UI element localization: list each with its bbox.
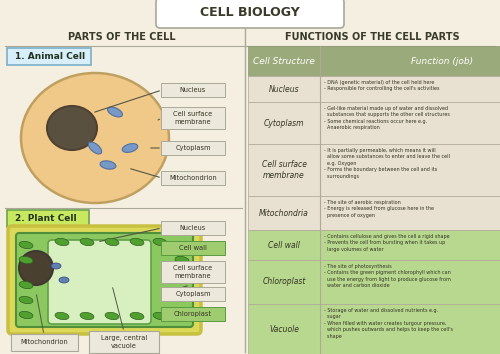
Text: - Storage of water and dissolved nutrients e.g.
  sugar
- When filled with water: - Storage of water and dissolved nutrien… bbox=[324, 308, 453, 338]
Ellipse shape bbox=[55, 238, 69, 246]
Ellipse shape bbox=[19, 312, 33, 319]
FancyBboxPatch shape bbox=[320, 46, 500, 76]
Ellipse shape bbox=[122, 144, 138, 152]
Ellipse shape bbox=[100, 161, 116, 169]
FancyBboxPatch shape bbox=[16, 233, 193, 327]
FancyBboxPatch shape bbox=[156, 0, 344, 28]
FancyBboxPatch shape bbox=[8, 226, 201, 334]
Ellipse shape bbox=[175, 256, 189, 264]
FancyBboxPatch shape bbox=[161, 171, 225, 185]
FancyBboxPatch shape bbox=[161, 261, 225, 283]
Ellipse shape bbox=[80, 312, 94, 320]
Text: - The site of aerobic respiration
- Energy is released from glucose here in the
: - The site of aerobic respiration - Ener… bbox=[324, 200, 434, 218]
FancyBboxPatch shape bbox=[320, 196, 500, 230]
FancyBboxPatch shape bbox=[320, 144, 500, 196]
Text: Cell surface
membrane: Cell surface membrane bbox=[174, 111, 212, 125]
Text: Mitochondria: Mitochondria bbox=[259, 209, 309, 217]
Ellipse shape bbox=[130, 238, 144, 246]
Text: Vacuole: Vacuole bbox=[269, 325, 299, 335]
FancyBboxPatch shape bbox=[48, 240, 151, 324]
FancyBboxPatch shape bbox=[320, 76, 500, 102]
Text: - Gel-like material made up of water and dissolved
  substances that supports th: - Gel-like material made up of water and… bbox=[324, 106, 450, 130]
Ellipse shape bbox=[153, 238, 167, 246]
Text: CELL BIOLOGY: CELL BIOLOGY bbox=[200, 6, 300, 19]
FancyBboxPatch shape bbox=[248, 304, 320, 354]
Text: Function (job): Function (job) bbox=[412, 57, 474, 65]
Ellipse shape bbox=[21, 73, 169, 203]
Ellipse shape bbox=[19, 296, 33, 304]
Text: Cell surface
membrane: Cell surface membrane bbox=[174, 265, 212, 279]
Ellipse shape bbox=[19, 281, 33, 289]
Ellipse shape bbox=[175, 276, 189, 284]
FancyBboxPatch shape bbox=[248, 196, 320, 230]
FancyBboxPatch shape bbox=[248, 144, 320, 196]
Text: Cell Structure: Cell Structure bbox=[253, 57, 315, 65]
Text: Cytoplasm: Cytoplasm bbox=[176, 291, 211, 297]
Ellipse shape bbox=[105, 312, 119, 320]
Text: Nucleus: Nucleus bbox=[180, 225, 206, 231]
Text: 1. Animal Cell: 1. Animal Cell bbox=[15, 52, 85, 61]
FancyBboxPatch shape bbox=[248, 46, 320, 76]
Ellipse shape bbox=[108, 107, 122, 117]
Ellipse shape bbox=[88, 142, 102, 154]
Ellipse shape bbox=[80, 238, 94, 246]
FancyBboxPatch shape bbox=[161, 307, 225, 321]
Text: Large, central
vacuole: Large, central vacuole bbox=[101, 335, 147, 349]
FancyBboxPatch shape bbox=[320, 304, 500, 354]
Text: Nucleus: Nucleus bbox=[268, 85, 300, 93]
Ellipse shape bbox=[105, 238, 119, 246]
Ellipse shape bbox=[175, 241, 189, 249]
Ellipse shape bbox=[175, 294, 189, 302]
Text: PARTS OF THE CELL: PARTS OF THE CELL bbox=[68, 32, 176, 42]
FancyBboxPatch shape bbox=[161, 107, 225, 129]
Ellipse shape bbox=[130, 312, 144, 320]
Ellipse shape bbox=[51, 263, 61, 269]
FancyBboxPatch shape bbox=[89, 331, 159, 353]
Text: FUNCTIONS OF THE CELL PARTS: FUNCTIONS OF THE CELL PARTS bbox=[284, 32, 460, 42]
Text: Chloroplast: Chloroplast bbox=[262, 278, 306, 286]
Text: Cytoplasm: Cytoplasm bbox=[176, 145, 211, 151]
Text: - The site of photosynthesis
- Contains the green pigment chlorophyll which can
: - The site of photosynthesis - Contains … bbox=[324, 264, 451, 288]
Text: - DNA (genetic material) of the cell held here
- Responsible for controlling the: - DNA (genetic material) of the cell hel… bbox=[324, 80, 440, 91]
Text: 2. Plant Cell: 2. Plant Cell bbox=[15, 214, 76, 223]
FancyBboxPatch shape bbox=[11, 334, 78, 351]
FancyBboxPatch shape bbox=[161, 83, 225, 97]
FancyBboxPatch shape bbox=[7, 210, 89, 227]
Text: Cell surface
membrane: Cell surface membrane bbox=[262, 160, 306, 180]
FancyBboxPatch shape bbox=[161, 221, 225, 235]
FancyBboxPatch shape bbox=[161, 287, 225, 301]
Text: Nucleus: Nucleus bbox=[180, 87, 206, 93]
FancyBboxPatch shape bbox=[248, 76, 320, 102]
FancyBboxPatch shape bbox=[161, 241, 225, 255]
Text: Cytoplasm: Cytoplasm bbox=[264, 119, 304, 127]
FancyBboxPatch shape bbox=[320, 260, 500, 304]
Ellipse shape bbox=[153, 312, 167, 320]
Text: Chloroplast: Chloroplast bbox=[174, 311, 212, 317]
Ellipse shape bbox=[19, 241, 33, 249]
Ellipse shape bbox=[47, 106, 97, 150]
Ellipse shape bbox=[19, 256, 33, 264]
Ellipse shape bbox=[19, 251, 53, 285]
FancyBboxPatch shape bbox=[7, 48, 91, 65]
Text: - It is partially permeable, which means it will
  allow some substances to ente: - It is partially permeable, which means… bbox=[324, 148, 450, 179]
FancyBboxPatch shape bbox=[248, 102, 320, 144]
Text: Mitochondrion: Mitochondrion bbox=[20, 339, 68, 346]
Text: - Contains cellulose and gives the cell a rigid shape
- Prevents the cell from b: - Contains cellulose and gives the cell … bbox=[324, 234, 450, 252]
Ellipse shape bbox=[175, 310, 189, 318]
FancyBboxPatch shape bbox=[248, 230, 320, 260]
Text: Cell wall: Cell wall bbox=[179, 245, 207, 251]
Ellipse shape bbox=[59, 277, 69, 283]
FancyBboxPatch shape bbox=[161, 141, 225, 155]
FancyBboxPatch shape bbox=[320, 102, 500, 144]
Text: Cell wall: Cell wall bbox=[268, 240, 300, 250]
FancyBboxPatch shape bbox=[320, 230, 500, 260]
Ellipse shape bbox=[55, 312, 69, 320]
FancyBboxPatch shape bbox=[248, 260, 320, 304]
Text: Mitochondrion: Mitochondrion bbox=[169, 175, 217, 181]
